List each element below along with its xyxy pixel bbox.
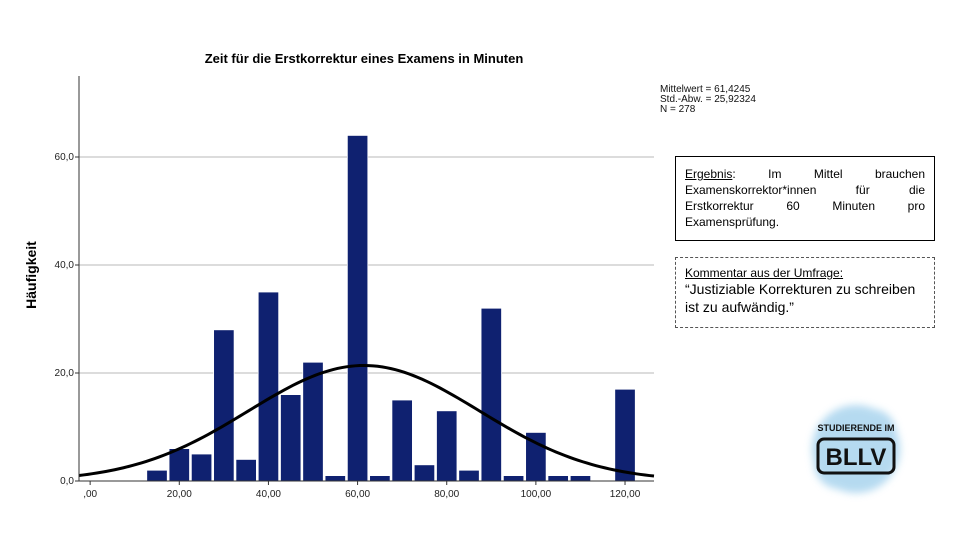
x-tick-label: 120,00 [610, 489, 641, 500]
histogram-bar [324, 475, 346, 482]
histogram-bar [502, 475, 525, 482]
x-tick-label: ,00 [83, 489, 97, 500]
result-text: : Im Mittel brauchen Examenskorrektor*in… [685, 167, 925, 229]
x-tick-label: 80,00 [434, 489, 459, 500]
x-tick-label: 100,00 [521, 489, 552, 500]
result-box: Ergebnis: Im Mittel brauchen Examenskorr… [675, 156, 935, 241]
logo-main-text: BLLV [826, 444, 887, 471]
histogram-bar [547, 475, 569, 482]
histogram-bar [436, 410, 458, 482]
histogram-bar [480, 307, 502, 482]
normal-curve-layer [78, 363, 655, 478]
x-tick-label: 60,00 [345, 489, 370, 500]
chart-title: Zeit für die Erstkorrektur eines Examens… [205, 51, 524, 66]
histogram-bar [190, 453, 213, 482]
y-tick-label: 0,0 [60, 476, 74, 487]
histogram-bar [213, 329, 235, 482]
summary-statistics: Mittelwert = 61,4245 Std.-Abw. = 25,9232… [660, 85, 756, 115]
stat-n: N = 278 [660, 104, 696, 115]
histogram-bar [569, 475, 592, 482]
survey-comment-box: Kommentar aus der Umfrage: “Justiziable … [675, 257, 935, 328]
comment-quote: “Justiziable Korrekturen zu schreiben is… [685, 281, 916, 315]
stat-std-dev: Std.-Abw. = 25,92324 [660, 94, 756, 105]
logo-frame [816, 437, 896, 475]
histogram-bar [146, 469, 168, 482]
histogram-bar [413, 464, 436, 482]
histogram-bar [458, 469, 480, 482]
axes: 0,0 20,0 40,0 60,0 ,00 20,00 40,00 60,00 80,00 10… [55, 76, 654, 500]
histogram-bar [369, 475, 391, 482]
histogram-bar [346, 134, 369, 482]
histogram-bar [235, 458, 257, 482]
histogram-bar [391, 399, 413, 482]
normal-curve [78, 363, 655, 478]
x-tick-label: 40,00 [256, 489, 281, 500]
y-tick-label: 20,0 [55, 368, 75, 379]
stat-mean: Mittelwert = 61,4245 [660, 84, 751, 95]
y-axis-label: Häufigkeit [23, 241, 39, 309]
logo-top-text: STUDIERENDE IM [817, 423, 894, 433]
result-label: Ergebnis [685, 167, 733, 181]
y-tick-label: 60,0 [55, 152, 75, 163]
histogram-bar [614, 388, 636, 482]
y-tick-label: 40,0 [55, 260, 75, 271]
comment-heading: Kommentar aus der Umfrage: [685, 266, 844, 280]
x-tick-label: 20,00 [167, 489, 192, 500]
bllv-logo: STUDIERENDE IM BLLV [812, 405, 900, 493]
histogram-bar [280, 394, 302, 482]
histogram-bar [257, 291, 280, 482]
